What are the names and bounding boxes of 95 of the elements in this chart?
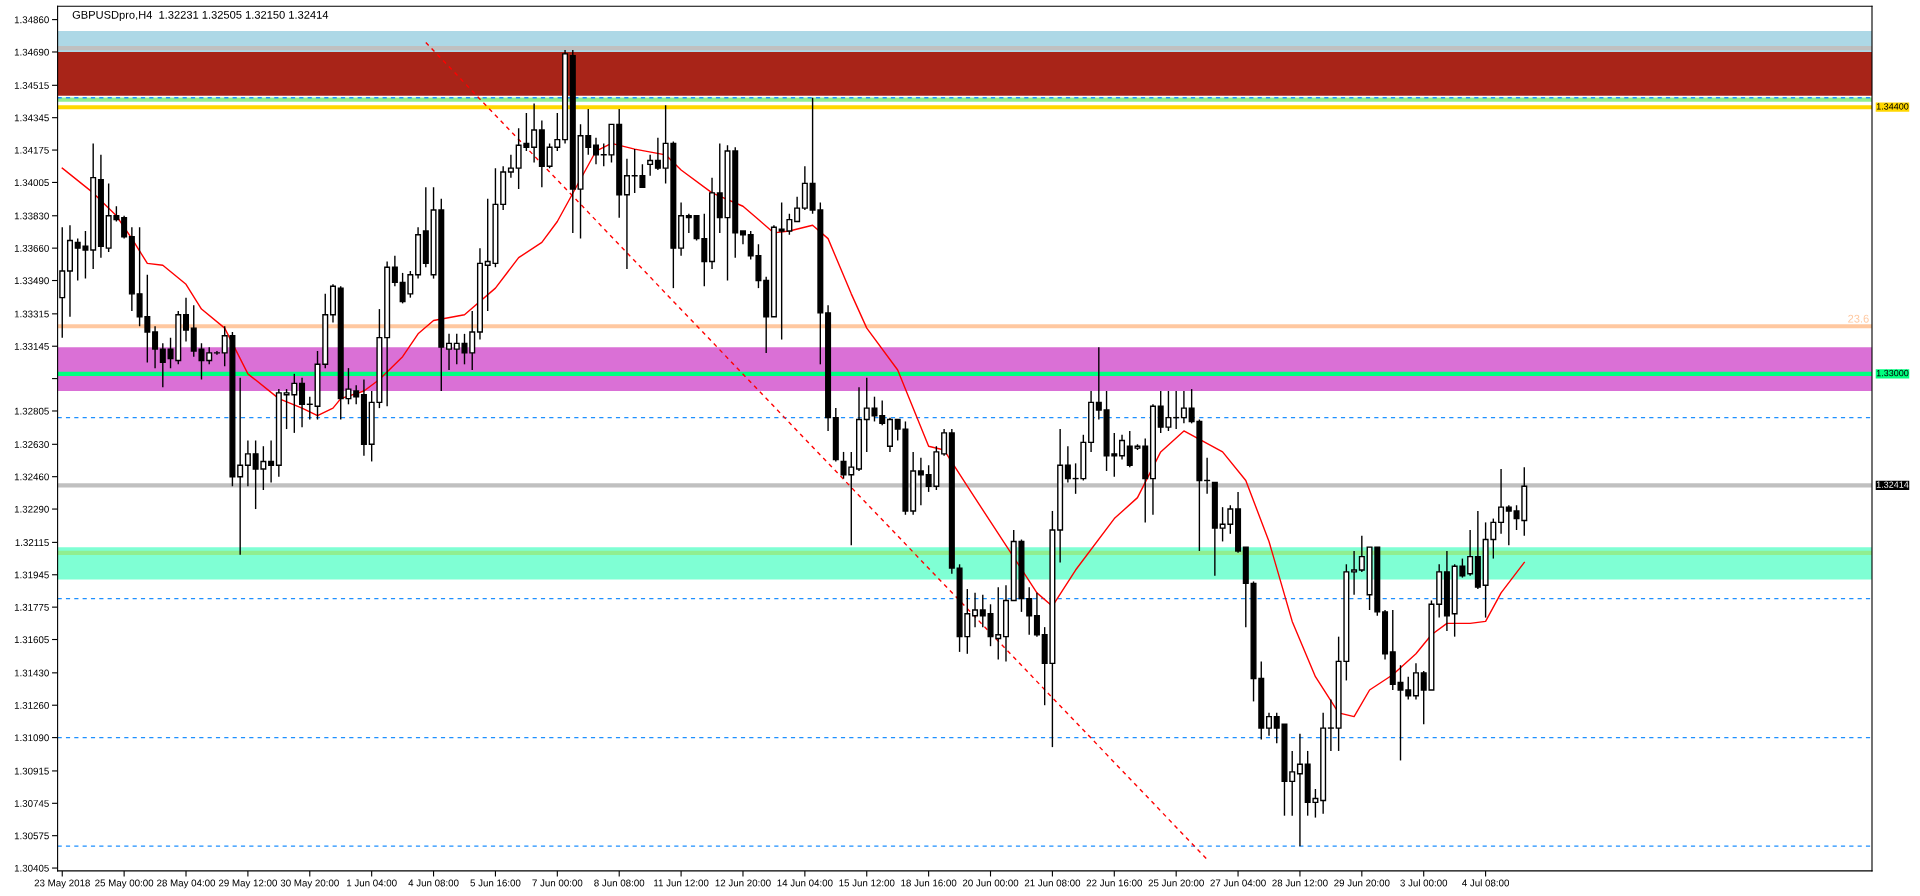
candlestick xyxy=(623,157,630,270)
candlestick xyxy=(1412,662,1419,701)
x-tick-label: 25 Jun 20:00 xyxy=(1148,879,1204,887)
y-tick-label: 1.34515 xyxy=(14,82,49,89)
candlestick xyxy=(182,296,190,343)
candlestick xyxy=(391,255,398,287)
y-tick-label: 1.31605 xyxy=(14,636,49,644)
candlestick xyxy=(941,428,948,457)
candlestick xyxy=(1327,698,1334,752)
y-tick-label: 1.34005 xyxy=(14,179,49,187)
chart-title: GBPUSDpro,H4 1.32231 1.32505 1.32150 1.32414 xyxy=(72,10,329,21)
y-tick-label: 1.32115 xyxy=(15,539,49,547)
x-tick-label: 29 Jun 20:00 xyxy=(1334,879,1390,887)
candlestick xyxy=(979,594,986,628)
y-tick-label: 1.34860 xyxy=(14,16,49,24)
candlestick xyxy=(244,439,251,487)
y-tick-label: 1.33315 xyxy=(14,310,49,318)
candlestick xyxy=(1505,504,1512,546)
candlestick xyxy=(159,342,166,388)
candlestick xyxy=(121,215,128,240)
y-tick-label: 1.31775 xyxy=(14,603,49,611)
x-tick-label: 21 Jun 08:00 xyxy=(1024,879,1081,887)
y-tick-label: 1.34175 xyxy=(14,146,49,154)
y-tick-label: 1.34690 xyxy=(14,48,49,56)
y-tick-label: 1.34345 xyxy=(14,114,49,122)
y-tick-label: 1.33490 xyxy=(14,277,49,285)
x-tick-label: 28 Jun 12:00 xyxy=(1272,879,1328,887)
y-tick-label: 1.33830 xyxy=(14,212,49,220)
x-tick-label: 7 Jun 00:00 xyxy=(532,879,583,887)
x-tick-label: 28 May 04:00 xyxy=(157,879,216,889)
candlestick xyxy=(592,136,600,166)
candlestick xyxy=(1180,390,1187,425)
candlestick xyxy=(879,399,886,426)
y-tick-label: 1.33660 xyxy=(14,244,49,252)
candlestick xyxy=(1358,535,1365,573)
x-tick-label: 15 Jun 12:00 xyxy=(839,879,895,887)
candlestick xyxy=(152,325,159,369)
x-tick-label: 4 Jul 08:00 xyxy=(1462,879,1509,887)
candlestick xyxy=(1289,750,1296,817)
x-tick-label: 5 Jun 16:00 xyxy=(470,879,521,887)
candlestick xyxy=(507,154,514,179)
x-tick-label: 22 Jun 16:00 xyxy=(1086,879,1143,887)
x-tick-label: 8 Jun 08:00 xyxy=(594,879,645,887)
candlestick xyxy=(917,456,924,506)
y-tick-label: 1.31090 xyxy=(14,734,49,742)
x-tick-label: 14 Jun 04:00 xyxy=(777,879,833,887)
y-tick-label: 1.31945 xyxy=(14,571,49,579)
y-tick-label: 1.30745 xyxy=(14,800,49,807)
candlestick xyxy=(353,384,360,406)
candlestick xyxy=(794,196,801,223)
x-tick-label: 11 Jun 12:00 xyxy=(654,879,709,887)
candlestick xyxy=(446,333,453,371)
x-tick-label: 20 Jun 00:00 xyxy=(962,879,1019,887)
candlestick xyxy=(1033,592,1040,638)
candlestick xyxy=(1467,529,1474,577)
x-tick-label: 1 Jun 04:00 xyxy=(347,879,397,887)
candlestick xyxy=(647,154,654,177)
y-tick-label: 1.32805 xyxy=(14,407,49,415)
x-tick-label: 18 Jun 16:00 xyxy=(901,879,957,887)
candlestick xyxy=(237,376,244,556)
x-tick-label: 3 Jul 00:00 xyxy=(1400,879,1448,887)
annotation: 23.6 xyxy=(1848,314,1869,323)
y-tick-label: 1.31260 xyxy=(14,701,49,709)
candlestick xyxy=(1026,586,1033,636)
candlestick xyxy=(1064,445,1071,484)
y-tick-label: 1.32630 xyxy=(14,441,49,448)
y-tick-label: 1.32460 xyxy=(14,473,49,481)
x-tick-label: 4 Jun 08:00 xyxy=(408,879,459,887)
ref-line-label: 1.34400 xyxy=(1876,103,1909,110)
y-tick-label: 1.32290 xyxy=(14,505,49,513)
candlestick xyxy=(1119,434,1126,461)
ref-line-label: 1.33000 xyxy=(1876,369,1909,377)
candlestick xyxy=(972,592,979,628)
y-tick-label: 1.31430 xyxy=(14,669,49,677)
x-tick-label: 30 May 20:00 xyxy=(280,879,339,889)
y-tick-label: 1.33145 xyxy=(14,342,49,350)
candlestick xyxy=(1095,346,1102,421)
x-tick-label: 23 May 2018 xyxy=(34,879,90,889)
candlestick xyxy=(531,102,538,164)
candlestick xyxy=(1265,712,1273,737)
y-tick-label: 1.30405 xyxy=(14,864,49,872)
x-tick-label: 12 Jun 20:00 xyxy=(715,879,771,887)
y-tick-label: 1.30575 xyxy=(14,832,49,840)
ref-line-label: 1.32414 xyxy=(1876,481,1909,488)
candlestick xyxy=(268,439,275,484)
candlestick xyxy=(1296,733,1303,847)
x-tick-label: 29 May 12:00 xyxy=(218,879,277,889)
x-tick-label: 27 Jun 04:00 xyxy=(1210,879,1266,887)
candlestick xyxy=(654,136,661,171)
x-tick-label: 25 May 00:00 xyxy=(95,879,154,889)
candlestick xyxy=(685,213,692,234)
candlestick xyxy=(299,376,306,428)
candlestick xyxy=(1498,468,1505,535)
candlestick xyxy=(1351,550,1358,596)
y-tick-label: 1.30915 xyxy=(14,767,49,775)
